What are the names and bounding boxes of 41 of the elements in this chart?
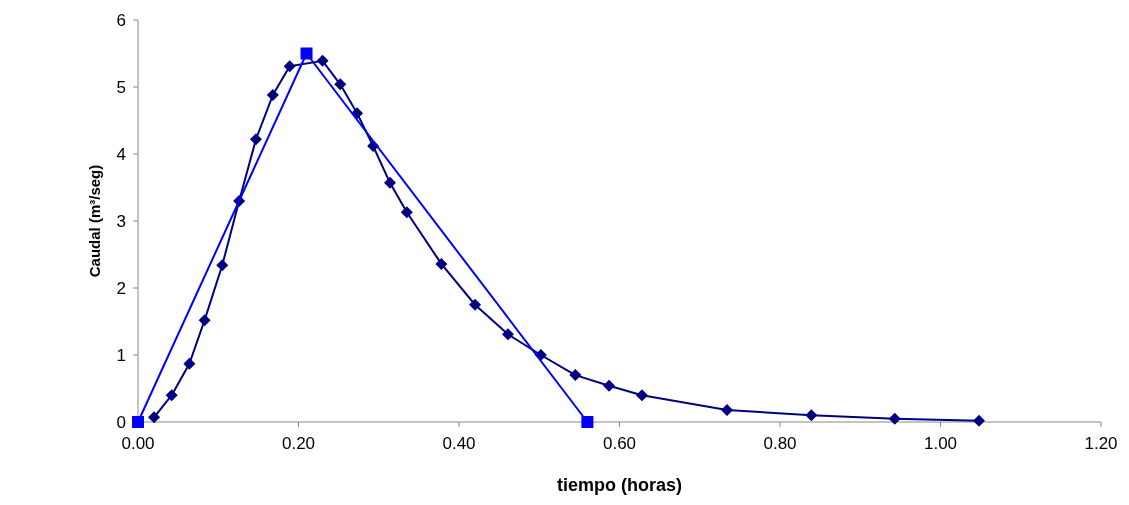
y-tick-label: 5 <box>116 77 126 97</box>
point <box>501 328 514 341</box>
x-tick-label: 0.40 <box>442 434 476 453</box>
y-tick-label: 2 <box>116 278 126 298</box>
point <box>635 389 648 402</box>
point <box>334 78 347 91</box>
point <box>581 416 594 428</box>
point <box>721 403 734 416</box>
point <box>148 411 161 424</box>
y-axis-title: Caudal (m³/seg) <box>86 164 103 278</box>
point <box>569 369 582 382</box>
point <box>888 412 901 425</box>
point <box>316 54 329 67</box>
point <box>383 176 396 189</box>
point <box>165 389 178 402</box>
point <box>216 259 229 272</box>
x-axis-title: tiempo (horas) <box>556 475 683 495</box>
point <box>603 379 616 392</box>
x-tick-label: 1.00 <box>923 434 958 453</box>
point <box>132 416 144 428</box>
y-tick-label: 6 <box>116 10 126 30</box>
point <box>400 206 413 219</box>
point <box>469 298 482 311</box>
point <box>249 133 262 146</box>
x-tick-label: 0.20 <box>281 434 316 453</box>
y-tick-label: 4 <box>116 144 126 164</box>
y-tick-label: 1 <box>116 345 126 365</box>
point <box>283 60 296 73</box>
y-tick-label: 3 <box>116 211 126 231</box>
x-tick-label: 1.20 <box>1084 434 1118 453</box>
point <box>266 89 279 102</box>
x-tick-label: 0.60 <box>602 434 637 453</box>
point <box>300 47 313 60</box>
x-tick-label: 0.00 <box>121 434 155 453</box>
point <box>198 314 211 327</box>
point <box>183 357 196 370</box>
point <box>973 414 986 427</box>
x-tick-label: 0.80 <box>763 434 797 453</box>
point <box>805 409 818 422</box>
point <box>435 257 448 270</box>
y-tick-label: 0 <box>116 412 126 432</box>
